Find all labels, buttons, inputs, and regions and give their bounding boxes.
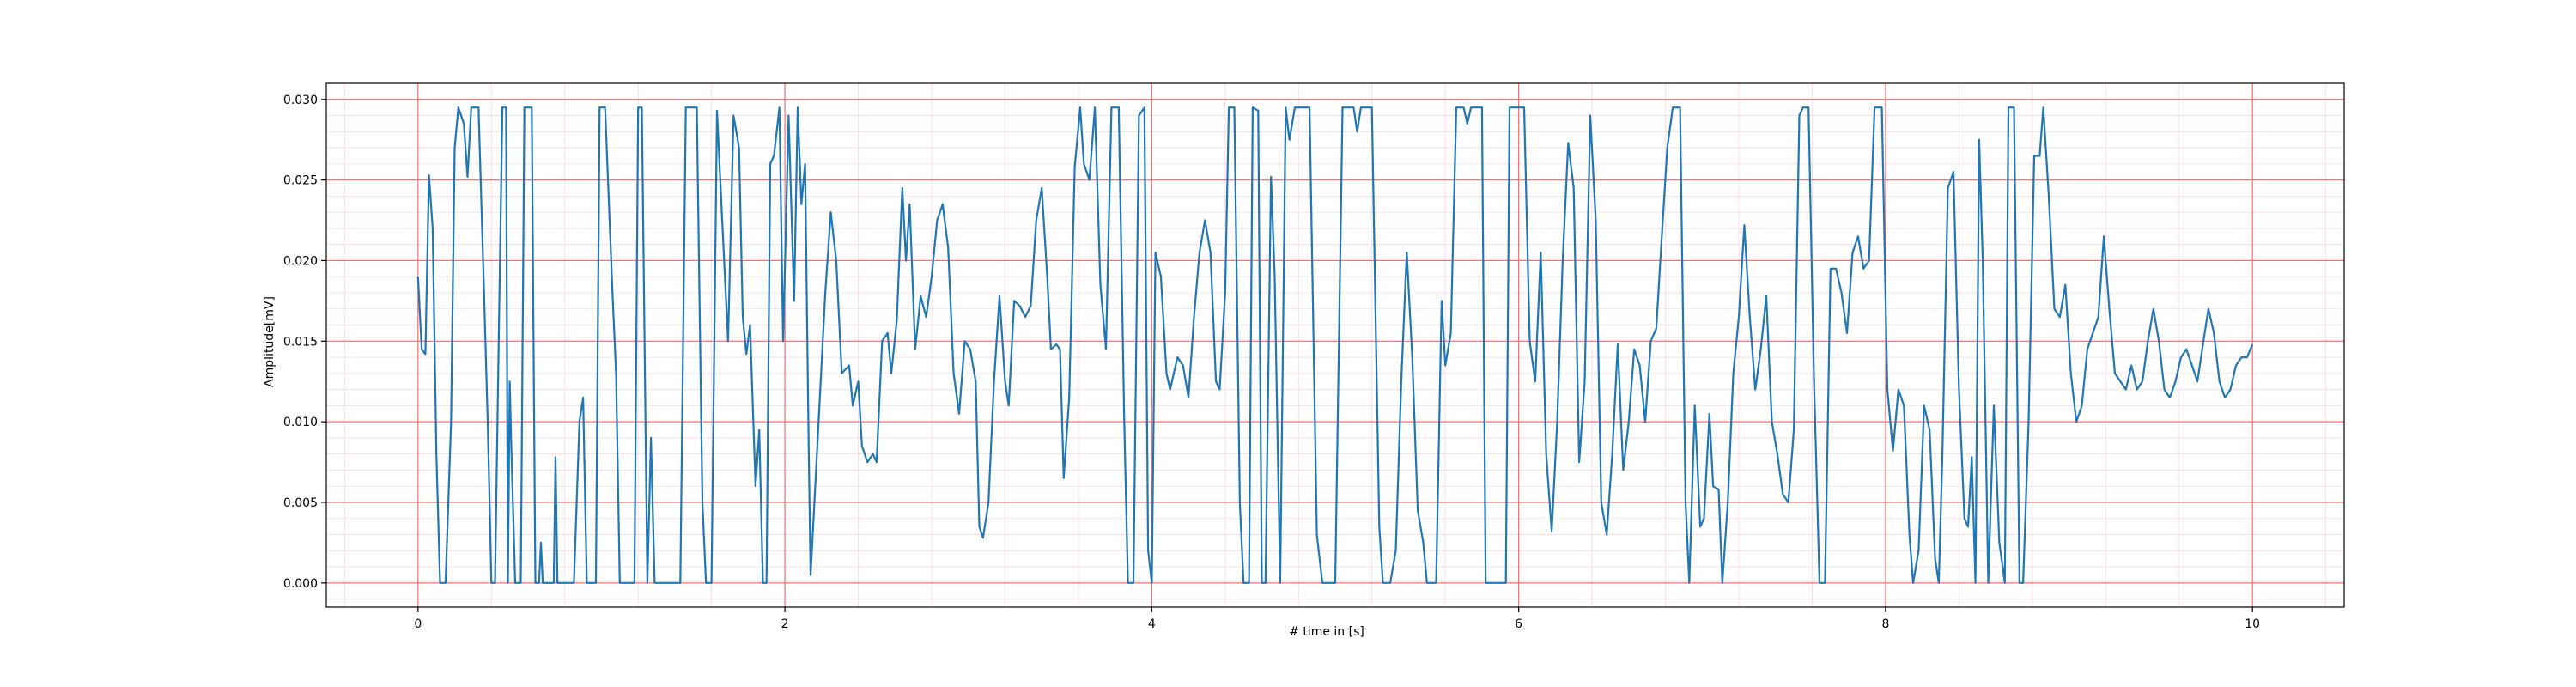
x-tick-label: 6 <box>1515 617 1522 631</box>
x-axis-label: # time in [s] <box>1289 625 1364 639</box>
x-tick-label: 10 <box>2245 617 2260 631</box>
y-tick-label: 0.025 <box>283 174 318 188</box>
y-tick-label: 0.030 <box>283 94 318 107</box>
y-tick-label: 0.020 <box>283 254 318 268</box>
y-tick-label: 0.005 <box>283 496 318 510</box>
x-tick-label: 4 <box>1148 617 1156 631</box>
y-tick-label: 0.010 <box>283 416 318 429</box>
x-tick-label: 0 <box>414 617 422 631</box>
y-axis-ticks: 0.000 0.005 0.010 0.015 0.020 0.025 0.030 <box>283 94 326 591</box>
y-tick-label: 0.000 <box>283 577 318 591</box>
amplitude-series-line <box>418 107 2252 583</box>
x-tick-label: 2 <box>781 617 789 631</box>
x-tick-label: 8 <box>1881 617 1889 631</box>
y-tick-label: 0.015 <box>283 335 318 349</box>
y-axis-label: Amplitude[mV] <box>263 296 276 387</box>
